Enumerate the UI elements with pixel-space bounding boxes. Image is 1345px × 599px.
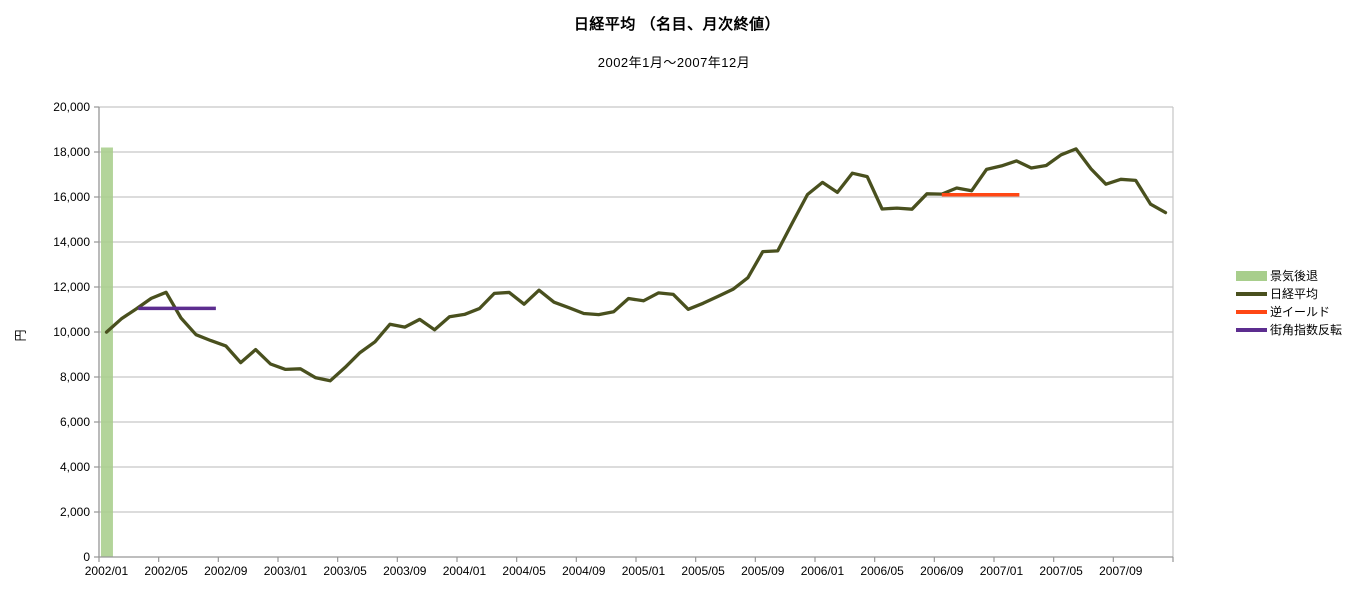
x-tick-label: 2002/01 xyxy=(85,564,129,578)
y-tick-label: 12,000 xyxy=(53,280,90,294)
legend-item-street-index: 街角指数反転 xyxy=(1236,321,1342,339)
x-tick-label: 2005/05 xyxy=(681,564,725,578)
legend: 景気後退 日経平均 逆イールド 街角指数反転 xyxy=(1236,267,1342,339)
y-tick-label: 0 xyxy=(83,550,90,564)
legend-item-nikkei: 日経平均 xyxy=(1236,285,1342,303)
x-tick-label: 2007/05 xyxy=(1039,564,1083,578)
y-tick-label: 10,000 xyxy=(53,325,90,339)
y-tick-label: 2,000 xyxy=(60,505,90,519)
x-tick-label: 2004/05 xyxy=(502,564,546,578)
x-tick-label: 2003/09 xyxy=(383,564,427,578)
x-tick-label: 2003/01 xyxy=(264,564,308,578)
x-tick-label: 2002/05 xyxy=(144,564,188,578)
legend-label-street-index: 街角指数反転 xyxy=(1270,323,1343,337)
street-index-line-swatch-icon xyxy=(1236,328,1267,332)
x-tick-label: 2004/09 xyxy=(562,564,606,578)
chart-title: 日経平均 （名目、月次終値） xyxy=(573,16,781,33)
y-tick-label: 18,000 xyxy=(53,145,90,159)
x-tick-label: 2004/01 xyxy=(443,564,487,578)
x-tick-label: 2006/05 xyxy=(860,564,904,578)
x-tick-label: 2003/05 xyxy=(323,564,367,578)
y-tick-label: 20,000 xyxy=(53,100,90,114)
x-tick-label: 2005/09 xyxy=(741,564,785,578)
legend-label-nikkei: 日経平均 xyxy=(1270,287,1319,301)
chart-subtitle: 2002年1月～2007年12月 xyxy=(597,55,751,70)
y-tick-label: 4,000 xyxy=(60,460,90,474)
x-tick-label: 2002/09 xyxy=(204,564,248,578)
legend-label-inverted-yield: 逆イールド xyxy=(1270,305,1331,319)
nikkei-line-swatch-icon xyxy=(1236,292,1267,296)
x-tick-label: 2006/01 xyxy=(801,564,845,578)
legend-item-inverted-yield: 逆イールド xyxy=(1236,303,1342,321)
series-line-nikkei xyxy=(104,147,1168,383)
y-tick-label: 8,000 xyxy=(60,370,90,384)
inverted-yield-line-swatch-icon xyxy=(1236,310,1267,314)
recession-bar xyxy=(100,147,113,557)
x-tick-label: 2005/01 xyxy=(622,564,666,578)
x-tick-label: 2007/09 xyxy=(1099,564,1143,578)
x-tick-label: 2006/09 xyxy=(920,564,964,578)
recession-swatch-icon xyxy=(1236,271,1267,281)
y-tick-label: 6,000 xyxy=(60,415,90,429)
legend-label-recession: 景気後退 xyxy=(1270,269,1319,283)
legend-item-recession: 景気後退 xyxy=(1236,267,1342,285)
y-tick-label: 16,000 xyxy=(53,190,90,204)
y-tick-label: 14,000 xyxy=(53,235,90,249)
x-tick-label: 2007/01 xyxy=(980,564,1024,578)
